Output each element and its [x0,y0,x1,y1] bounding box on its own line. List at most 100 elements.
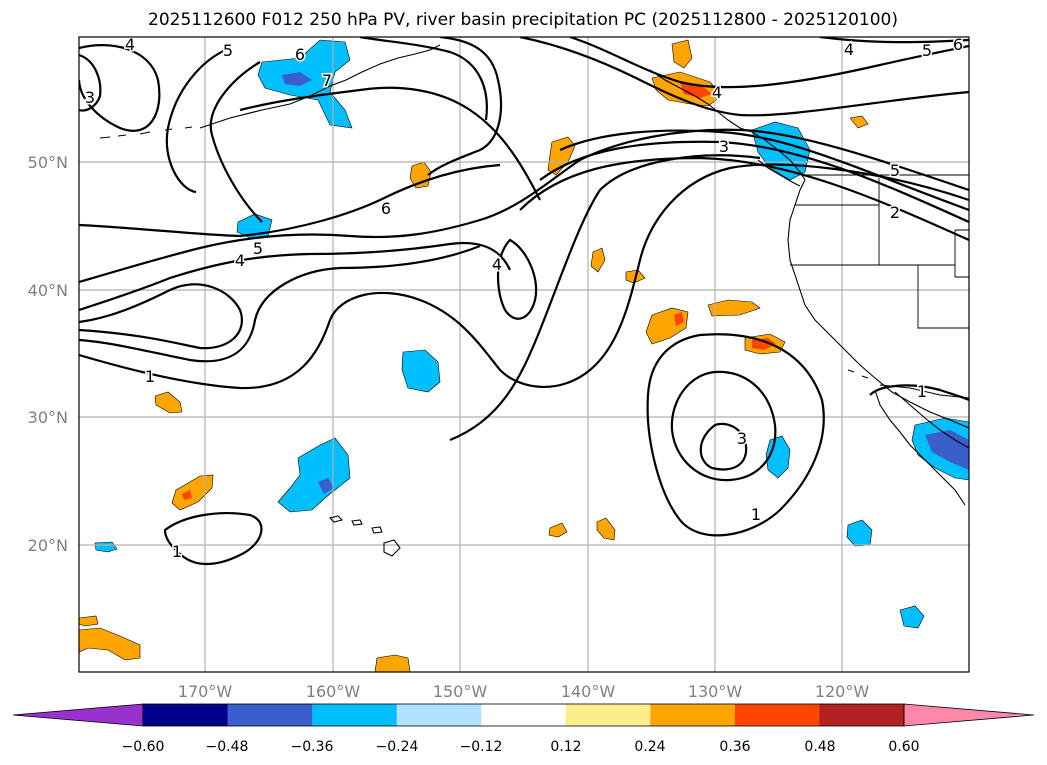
pv-contours [79,37,969,566]
pv-label: 1 [917,382,927,401]
pv-label: 6 [381,199,391,218]
lon-label-140w: 140°W [561,682,616,701]
pv-label: 1 [751,505,761,524]
pv-contour-southwest-1 [163,512,263,566]
pv-contour-northwest-loop [79,44,161,132]
precip-blob-positive-mid-6-core [752,338,776,350]
colorbar-extend-high [903,703,1035,727]
colorbar-cell [650,704,736,726]
precip-blob-positive-mid-5 [707,299,761,317]
pv-contour-east-coast-1 [869,384,969,401]
precip-blob-positive-sw-2 [79,627,141,661]
pv-label: 3 [85,88,95,107]
pv-label: 4 [235,251,245,270]
pv-label: 2 [890,203,900,222]
colorbar-frame [142,703,905,727]
latitude-axis-labels: 50°N 40°N 30°N 20°N [28,153,68,555]
colorbar-tick-label: −0.48 [206,739,249,755]
colorbar-extend-low [12,703,144,727]
colorbar-tick-label: −0.60 [122,739,165,755]
coastlines [99,44,969,557]
pv-contour-jet-5 [79,128,969,284]
oregon-california-border [790,264,969,278]
lon-label-130w: 130°W [688,682,743,701]
pv-label: 4 [844,40,854,59]
map-background [79,37,969,672]
pv-contour-inner-4 [496,238,538,320]
colorbar-cell [143,704,229,726]
pv-contour-northwest-3 [79,53,102,112]
precip-blob-positive-mid-2 [590,247,606,273]
precip-blob-negative-hawaii-north [277,437,351,513]
pv-label: 5 [253,239,263,258]
pv-contour-north-top [427,37,503,176]
precip-blob-positive-south-1 [548,522,568,538]
pv-label: 4 [125,35,135,54]
precip-blob-negative-baja-core [925,430,969,470]
pv-label: 1 [145,367,155,386]
pv-contour-southeast-1 [646,333,825,537]
pv-contour-jet-4 [79,242,512,312]
lon-label-160w: 160°W [306,682,361,701]
colorbar-cells [12,703,1035,727]
pv-contour-aleutian-5 [165,46,231,194]
gulf-of-california-coast [894,391,969,449]
pv-contour-north-4 [569,37,969,89]
pv-contour-jet-2 [79,244,481,363]
pv-label: 3 [719,137,729,156]
pv-contour-labels: 4 5 6 7 3 6 5 4 4 1 1 3 1 3 4 4 5 6 5 2 … [83,35,964,563]
precip-blob-negative-hawaii-core [318,478,334,494]
colorbar-tick-label: −0.12 [460,739,503,755]
pv-contour-jet-6 [79,163,501,238]
colorbar-cell [227,704,313,726]
pv-label: 1 [172,542,182,561]
pv-contour-east-jet-b [539,140,969,224]
pv-label: 4 [492,255,502,274]
colorbar-tick-labels: −0.60 −0.48 −0.36 −0.24 −0.12 0.12 0.24 … [122,739,920,755]
precip-blob-positive-ak-1 [671,39,693,69]
precip-blob-positive-ca-1 [849,115,869,129]
colorbar-cell [481,704,567,726]
map-frame [78,36,970,673]
alaska-peninsula-coast [199,44,441,129]
pv-contour-jet-3 [79,283,243,350]
pv-label: 5 [223,41,233,60]
pv-contour-aleutian-6 [209,61,263,223]
pv-contour-east-jet-c [519,156,969,242]
precip-blob-negative-se-2 [899,605,925,629]
nevada-border [878,178,969,329]
map-panel: 4 5 6 7 3 6 5 4 4 1 1 3 1 3 4 4 5 6 5 2 … [79,35,969,672]
colorbar-cell [819,704,905,726]
pv-contour-jet-1 [79,163,969,390]
colorbar-tick-label: −0.36 [291,739,334,755]
precip-blob-positive-west-2-core [182,490,192,500]
precip-blob-negative-east [765,435,791,479]
pv-label: 5 [890,161,900,180]
pv-contour-north-3 [519,37,969,117]
precip-blob-positive-south-3 [374,654,411,672]
pv-contour-dipcurve [449,154,761,442]
colorbar-cell [734,704,820,726]
pv-contour-jet-7 [239,86,541,201]
longitude-axis-labels: 170°W 160°W 150°W 140°W 130°W 120°W [178,682,870,701]
precip-blob-positive-ak-2-core [680,82,712,98]
aleutian-islands [99,126,193,139]
colorbar-cell [312,704,398,726]
precip-blob-positive-mid-4-core [674,312,684,326]
us-west-coast [787,179,969,429]
colorbar-tick-label: 0.24 [634,739,665,755]
precip-blob-negative-central [401,349,441,393]
colorbar-tick-label: 0.48 [804,739,835,755]
pv-contour-southeast-3 [699,422,748,471]
lat-label-30n: 30°N [28,408,68,427]
pv-label: 4 [712,83,722,102]
lat-label-50n: 50°N [28,153,68,172]
colorbar-tick-label: 0.36 [719,739,750,755]
precip-blob-positive-south-2 [596,517,616,541]
colorbar-tick-label: 0.60 [888,739,919,755]
precip-blob-positive-sw-1 [79,615,99,627]
pv-contour-southeast-2 [670,370,777,482]
pv-label: 6 [295,45,305,64]
precip-blob-negative-aleutian-core [282,72,312,86]
